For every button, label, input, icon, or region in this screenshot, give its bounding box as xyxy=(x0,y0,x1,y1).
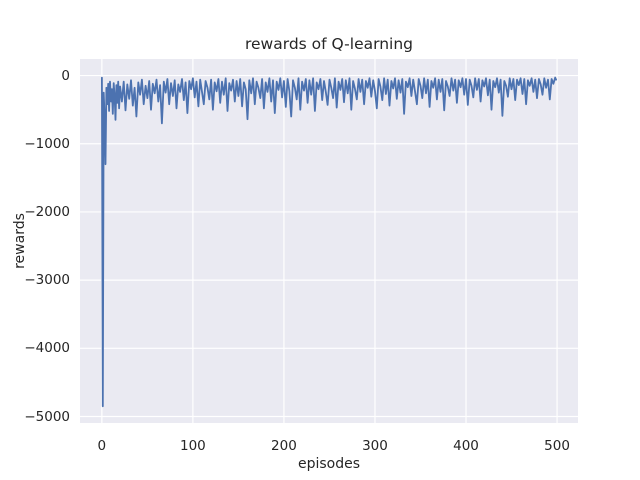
plot-area xyxy=(80,59,578,423)
x-tick-label: 500 xyxy=(544,438,570,454)
y-tick-label: −4000 xyxy=(24,340,70,357)
y-tick-label: −1000 xyxy=(24,135,70,152)
chart-title: rewards of Q-learning xyxy=(244,35,414,53)
x-axis-label: episodes xyxy=(297,456,361,472)
x-tick-label: 0 xyxy=(97,438,107,454)
x-tick-label: 200 xyxy=(271,438,297,454)
x-tick-label: 100 xyxy=(180,438,206,454)
x-tick-label: 400 xyxy=(453,438,479,454)
y-tick-label: −5000 xyxy=(24,408,70,425)
y-axis-label: rewards xyxy=(12,213,28,269)
y-tick-label: −3000 xyxy=(24,272,70,289)
x-tick-label: 300 xyxy=(362,438,388,454)
reward-line-series xyxy=(100,76,558,408)
reward-line-chart xyxy=(80,59,578,423)
y-tick-label: 0 xyxy=(61,67,70,84)
y-tick-label: −2000 xyxy=(24,203,70,220)
